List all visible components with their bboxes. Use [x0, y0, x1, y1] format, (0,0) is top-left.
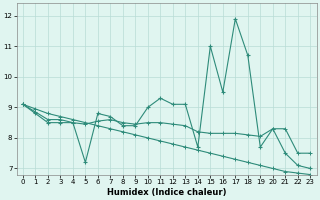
X-axis label: Humidex (Indice chaleur): Humidex (Indice chaleur)	[107, 188, 226, 197]
